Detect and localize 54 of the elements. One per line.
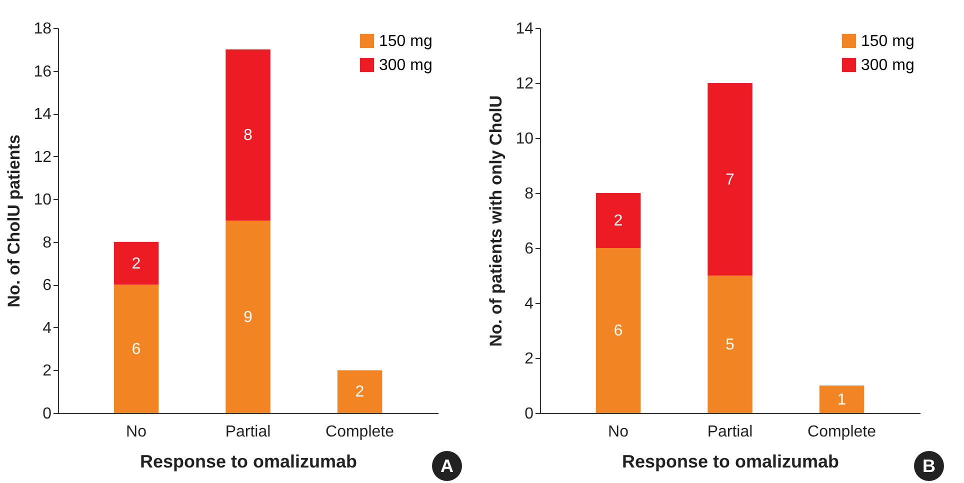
x-tick-label: Complete [808,424,876,440]
y-tick-label: 0 [524,406,534,422]
x-tick-label: Partial [707,424,753,440]
data-label: 1 [837,391,846,408]
data-label: 6 [132,340,141,358]
y-axis-title: No. of CholU patients [4,134,24,308]
bar [114,242,159,285]
legend-label: 300 mg [379,57,432,74]
y-tick-label: 6 [42,277,52,294]
y-tick-label: 4 [524,296,534,312]
bar [596,193,641,248]
data-label: 8 [244,126,253,144]
y-tick-label: 8 [42,234,52,252]
bar [708,276,752,413]
data-label: 6 [614,322,623,340]
y-tick-label: 6 [524,240,534,258]
y-tick-label: 8 [524,186,534,202]
bar [708,83,752,276]
y-tick-label: 18 [34,20,52,38]
data-label: 2 [355,384,364,401]
data-label: 2 [132,255,141,272]
y-tick-label: 14 [516,20,534,38]
legend-label: 300 mg [861,57,914,74]
y-tick-label: 12 [34,148,52,166]
y-tick-label: 10 [516,130,534,148]
legend-label: 150 mg [861,33,914,50]
y-tick-label: 12 [516,76,534,92]
x-tick-label: No [608,424,629,440]
y-tick-label: 10 [34,192,52,209]
data-label: 7 [726,171,735,188]
y-tick-label: 16 [34,63,52,80]
data-label: 9 [244,308,253,326]
legend-label: 150 mg [379,33,432,50]
text: A [432,451,462,481]
bar [819,386,864,413]
text: B [914,451,944,481]
x-tick-label: Partial [225,424,271,440]
x-tick-label: Complete [326,424,394,440]
y-tick-label: 0 [42,406,52,422]
y-tick-label: 4 [42,320,52,337]
data-label: 2 [614,212,623,230]
bar [226,220,270,413]
bar [114,284,159,413]
y-tick-label: 2 [524,350,534,368]
y-axis-title: No. of patients with only CholU [486,95,506,347]
x-tick-label: No [126,424,147,440]
data-label: 5 [726,336,735,354]
bar [226,49,270,220]
x-axis-title: Response to omalizumab [622,452,840,472]
y-tick-label: 2 [42,362,52,380]
bar [596,248,641,413]
x-axis-title: Response to omalizumab [140,452,358,472]
bar [337,370,382,413]
y-tick-label: 14 [34,106,52,124]
